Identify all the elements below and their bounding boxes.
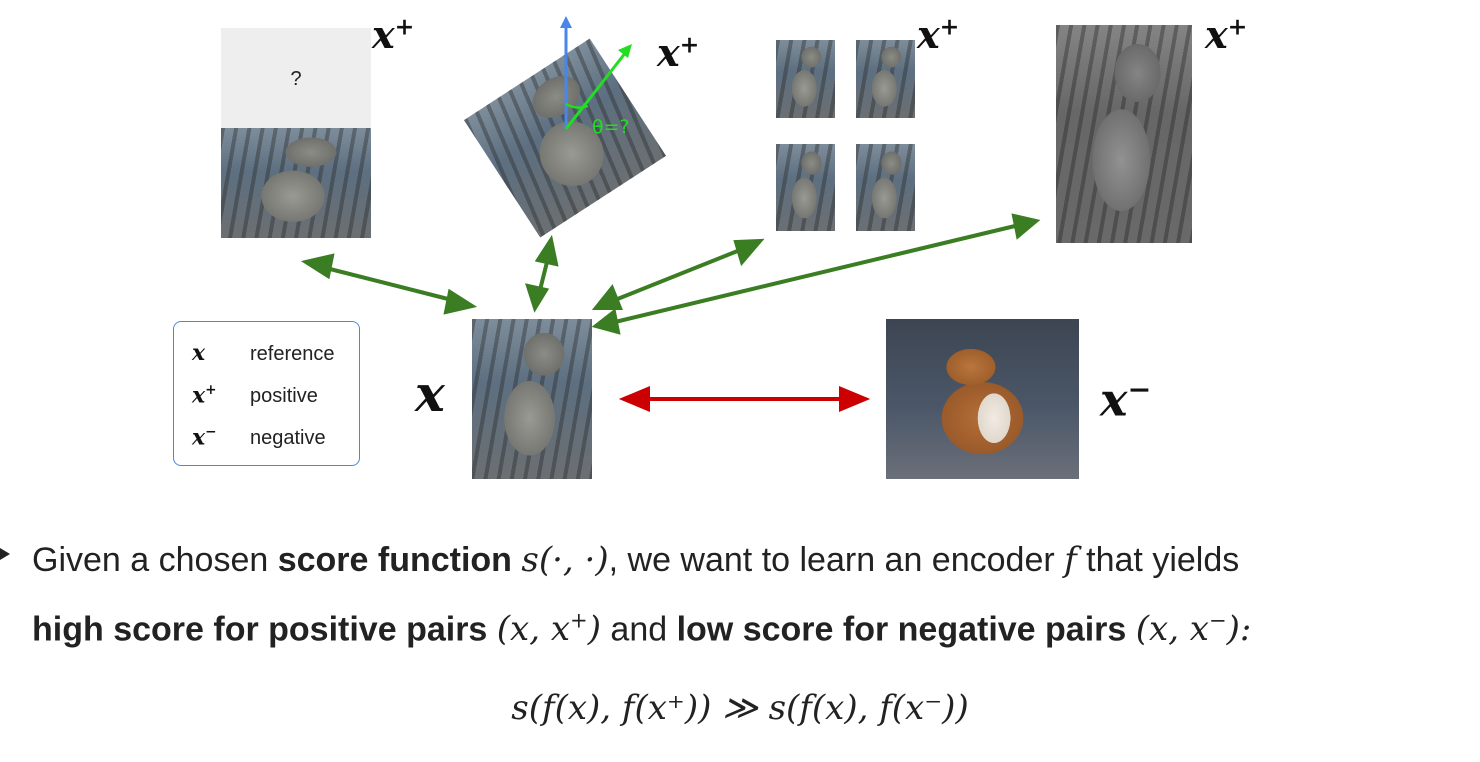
crop-patch-top-left <box>776 40 835 118</box>
negative-dog-image <box>886 319 1079 479</box>
crop-patch-top-right <box>856 40 915 118</box>
x-plus-label-2: x+ <box>657 30 700 75</box>
bullet-line-1: Given a chosen score function s(·, ·), w… <box>32 540 1240 580</box>
positive-arrow-occluded <box>325 266 453 302</box>
crop-patch-bottom-right <box>856 144 915 231</box>
occlusion-region <box>221 28 371 128</box>
legend-label-positive: positive <box>250 385 318 407</box>
occluded-cat-image: ? <box>221 28 371 238</box>
positive-arrow-crops <box>614 248 741 302</box>
x-plus-label-3: x+ <box>917 12 960 57</box>
reference-cat-image <box>472 319 592 479</box>
x-plus-label-4: x+ <box>1205 12 1248 57</box>
x-reference-label: x <box>415 364 445 423</box>
legend-symbol-x-plus: x+ <box>192 382 217 409</box>
legend-label-reference: reference <box>250 343 335 365</box>
bullet-arrow-icon <box>0 548 10 560</box>
bullet-line-2: high score for positive pairs (x, x+) an… <box>32 608 1252 650</box>
score-inequality-equation: s(f(x), f(x⁺)) ≫ s(f(x), f(x⁻)) <box>511 688 969 728</box>
pair-arrows <box>300 213 1041 412</box>
legend-symbol-x-minus: x− <box>192 424 217 451</box>
legend-box: x reference x+ positive x− negative <box>173 321 360 466</box>
occlusion-question-mark: ? <box>290 68 302 90</box>
legend-label-negative: negative <box>250 427 326 449</box>
x-plus-label-1: x+ <box>372 12 415 57</box>
crop-patch-bottom-left <box>776 144 835 231</box>
grayscale-cat-image <box>1056 25 1192 243</box>
positive-arrow-grayscale <box>614 224 1016 324</box>
legend-symbol-x: x <box>192 340 206 366</box>
rotation-angle-label: θ=? <box>592 116 630 138</box>
rotation-axes-icon <box>560 16 632 130</box>
cat-lower-half <box>221 128 371 238</box>
x-minus-label: x− <box>1100 372 1152 427</box>
positive-arrow-rotated <box>538 261 549 291</box>
